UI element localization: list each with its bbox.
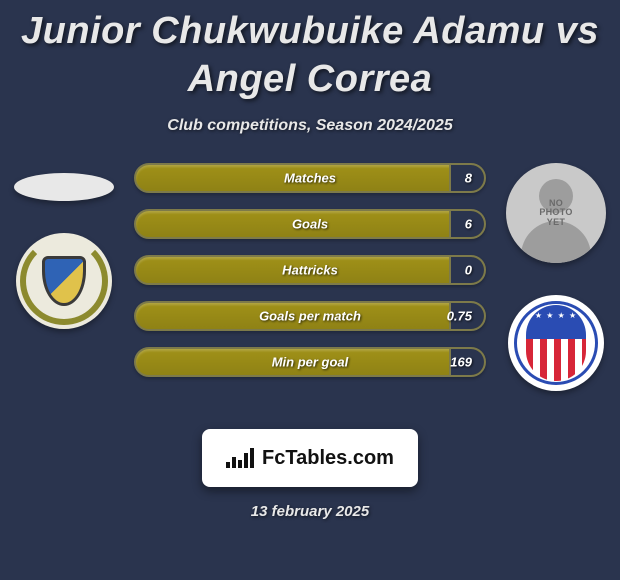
stat-row-matches: Matches 8: [134, 163, 486, 193]
bar-chart-icon: [226, 448, 254, 468]
comparison-content: NO PHOTO YET ★ ★ ★ ★ Matches 8 Goals 6 H…: [0, 163, 620, 423]
stat-row-hattricks: Hattricks 0: [134, 255, 486, 285]
stat-value-right: 0: [465, 263, 472, 278]
stat-row-goals: Goals 6: [134, 209, 486, 239]
subtitle: Club competitions, Season 2024/2025: [0, 117, 620, 135]
player-left-photo: [14, 173, 114, 201]
brand-badge[interactable]: FcTables.com: [202, 429, 418, 487]
stat-value-right: 8: [465, 171, 472, 186]
player-left-column: [8, 163, 120, 329]
no-photo-label: NO PHOTO YET: [531, 199, 581, 227]
brand-name: FcTables.com: [262, 447, 394, 470]
stat-row-min-per-goal: Min per goal 169: [134, 347, 486, 377]
stat-bars: Matches 8 Goals 6 Hattricks 0 Goals per …: [134, 163, 486, 393]
player-right-club-badge: ★ ★ ★ ★: [508, 295, 604, 391]
stat-row-goals-per-match: Goals per match 0.75: [134, 301, 486, 331]
badge-stars-icon: ★ ★ ★ ★: [535, 311, 577, 320]
date-label: 13 february 2025: [0, 503, 620, 520]
stat-label: Hattricks: [282, 263, 338, 278]
stat-value-right: 6: [465, 217, 472, 232]
player-right-column: NO PHOTO YET ★ ★ ★ ★: [500, 163, 612, 391]
stat-label: Min per goal: [272, 355, 349, 370]
page-title: Junior Chukwubuike Adamu vs Angel Correa: [0, 0, 620, 103]
stat-value-right: 169: [450, 355, 472, 370]
stat-label: Goals: [292, 217, 328, 232]
stat-label: Goals per match: [259, 309, 361, 324]
stat-label: Matches: [284, 171, 336, 186]
stat-value-right: 0.75: [447, 309, 472, 324]
player-right-photo: NO PHOTO YET: [506, 163, 606, 263]
silhouette-icon: [521, 221, 591, 263]
player-left-club-badge: [16, 233, 112, 329]
